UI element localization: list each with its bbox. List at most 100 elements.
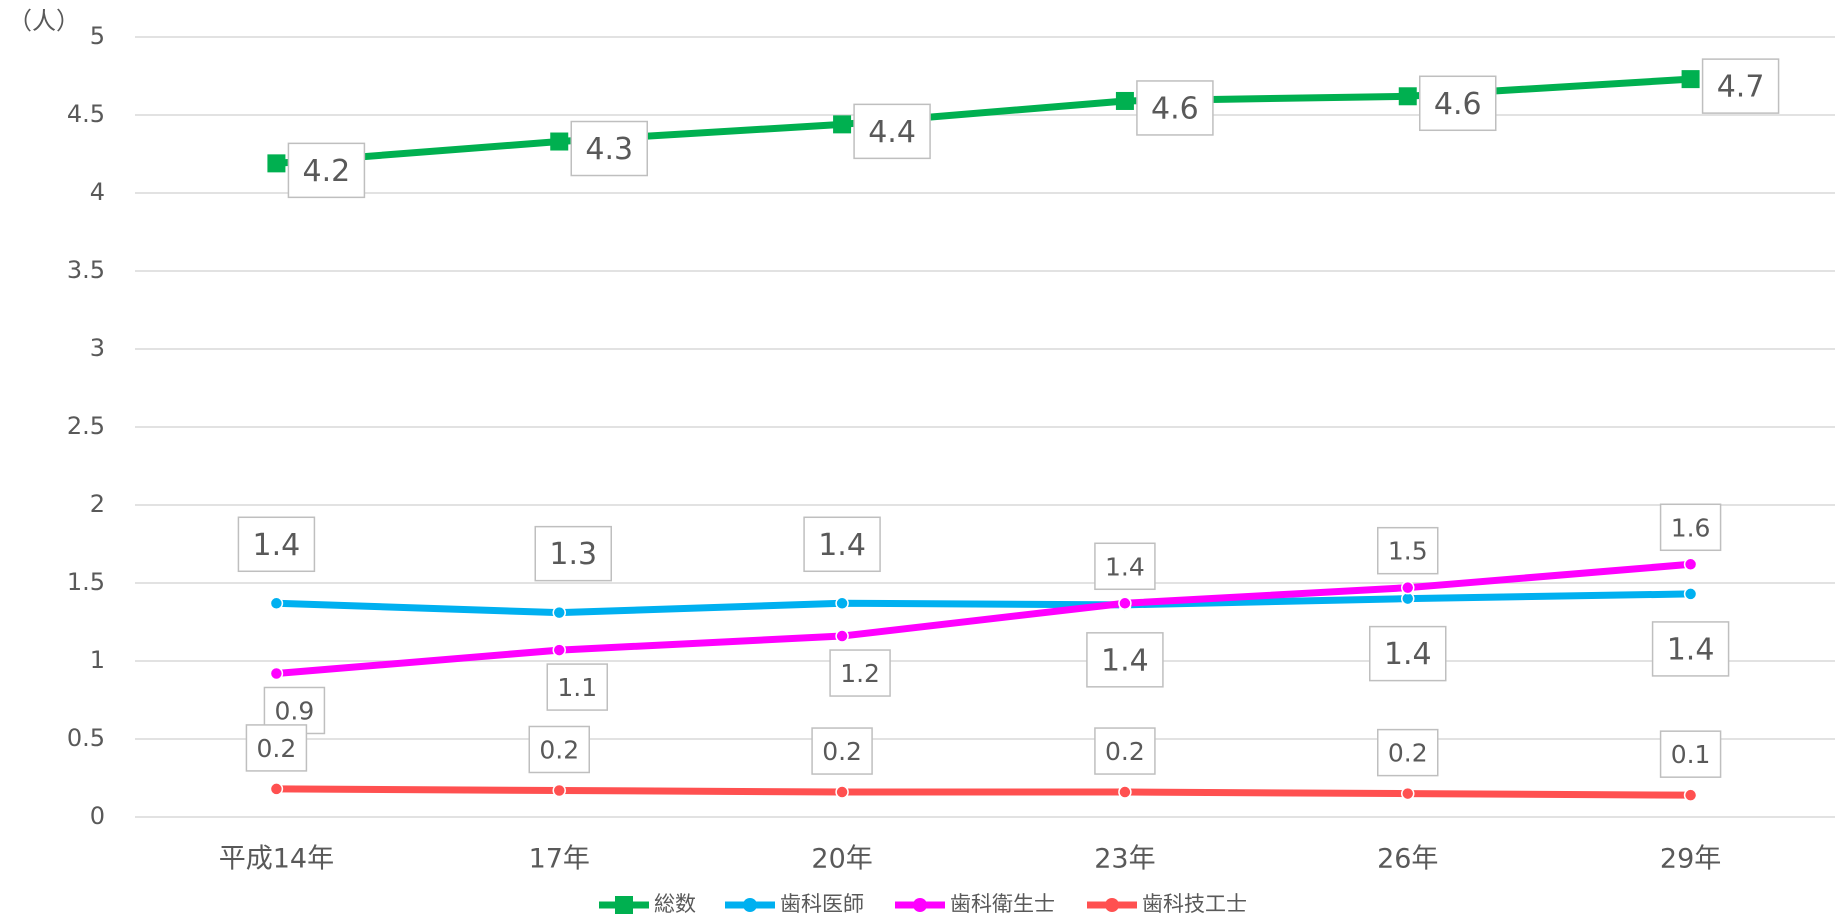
marker: [552, 783, 566, 798]
legend-label: 歯科衛生士: [950, 892, 1055, 916]
data-label-box: [287, 142, 366, 199]
data-label: 0.1: [1659, 730, 1722, 778]
marker: [1683, 557, 1698, 572]
marker: [1398, 87, 1417, 106]
legend-label: 歯科医師: [780, 892, 864, 916]
data-label-box: [829, 649, 891, 697]
x-tick-label: 17年: [529, 844, 590, 875]
data-label-text: 4.2: [303, 154, 351, 189]
marker: [1115, 91, 1134, 110]
data-label-box: [853, 103, 931, 160]
legend-marker: [913, 898, 927, 912]
data-label-box: [546, 663, 608, 711]
y-tick-label: 4.5: [67, 100, 105, 128]
data-label: 1.2: [829, 649, 891, 697]
data-label: 1.4: [803, 516, 881, 573]
y-tick-label: 4: [90, 178, 105, 206]
legend-marker: [743, 898, 757, 912]
y-tick-label: 1: [90, 646, 105, 674]
data-label-text: 4.6: [1434, 87, 1482, 122]
data-label: 0.2: [1094, 727, 1156, 775]
data-label: 4.3: [570, 120, 648, 177]
data-label-box: [811, 727, 873, 775]
data-label: 4.6: [1419, 75, 1497, 132]
data-label-box: [1659, 730, 1722, 778]
data-label-text: 4.3: [585, 132, 633, 167]
data-label: 4.2: [287, 142, 366, 199]
data-label: 0.2: [528, 725, 590, 774]
data-label-text: 1.4: [1667, 632, 1715, 667]
data-label-text: 0.2: [257, 734, 297, 763]
data-label-box: [1086, 632, 1164, 688]
marker: [267, 154, 286, 173]
y-tick-label: 3: [90, 334, 105, 362]
data-label-box: [237, 516, 316, 573]
x-tick-label: 20年: [811, 844, 872, 875]
data-label-text: 1.1: [557, 673, 597, 702]
x-tick-label: 23年: [1094, 844, 1155, 875]
data-label-box: [1701, 58, 1780, 114]
marker: [1401, 580, 1415, 595]
legend-label: 歯科技工士: [1142, 892, 1247, 916]
marker: [833, 115, 852, 134]
data-label-text: 4.7: [1717, 70, 1765, 105]
data-label-box: [570, 120, 648, 177]
x-tick-label: 平成14年: [219, 844, 334, 875]
legend-marker: [1105, 898, 1119, 912]
marker: [835, 785, 849, 799]
data-label: 1.4: [1369, 625, 1447, 682]
data-label-text: 0.9: [275, 696, 315, 725]
data-label: 4.6: [1136, 80, 1214, 136]
data-label: 1.4: [1094, 542, 1156, 591]
data-label-box: [1136, 80, 1214, 136]
data-label: 0.2: [811, 727, 873, 775]
series-line: [276, 590, 1691, 617]
y-tick-label: 2: [90, 490, 105, 518]
data-label-text: 0.2: [1388, 739, 1428, 768]
data-label: 1.4: [237, 516, 316, 573]
data-label-box: [1369, 625, 1447, 682]
marker: [1118, 785, 1132, 799]
data-label-box: [1659, 503, 1722, 552]
series-line: [276, 785, 1691, 799]
marker: [1118, 596, 1132, 611]
data-label-text: 0.2: [822, 737, 862, 766]
data-label-text: 1.4: [1101, 643, 1149, 678]
data-label: 1.4: [1086, 632, 1164, 688]
data-label-box: [803, 516, 881, 573]
data-label-box: [245, 724, 308, 772]
data-label-text: 1.4: [1384, 637, 1432, 672]
data-label-text: 0.2: [1105, 737, 1145, 766]
data-label-box: [1377, 526, 1439, 575]
data-label-box: [1377, 728, 1439, 777]
data-label: 0.2: [245, 724, 308, 772]
y-tick-label: 0.5: [67, 724, 105, 752]
x-tick-label: 26年: [1377, 844, 1438, 875]
data-label-box: [1094, 542, 1156, 591]
data-label: 1.6: [1659, 503, 1722, 552]
y-axis-label: （人）: [8, 7, 80, 35]
marker: [835, 596, 849, 611]
data-label-text: 1.3: [549, 537, 597, 572]
marker: [1683, 788, 1698, 802]
marker: [550, 132, 569, 151]
data-label-text: 1.4: [818, 528, 866, 563]
y-tick-label: 1.5: [67, 568, 105, 596]
data-label-text: 1.5: [1388, 537, 1428, 566]
data-label-text: 0.2: [539, 735, 579, 764]
marker: [1401, 786, 1415, 801]
data-label: 1.3: [534, 525, 612, 582]
y-tick-label: 3.5: [67, 256, 105, 284]
y-tick-label: 2.5: [67, 412, 105, 440]
x-tick-label: 29年: [1660, 844, 1721, 875]
data-label: 1.5: [1377, 526, 1439, 575]
marker: [1681, 70, 1700, 89]
data-label-box: [1094, 727, 1156, 775]
marker: [1683, 587, 1698, 601]
data-label: 1.4: [1651, 621, 1730, 677]
y-tick-label: 0: [90, 802, 105, 830]
data-label-text: 4.4: [868, 115, 916, 150]
data-label: 0.2: [1377, 728, 1439, 777]
marker: [552, 643, 566, 657]
